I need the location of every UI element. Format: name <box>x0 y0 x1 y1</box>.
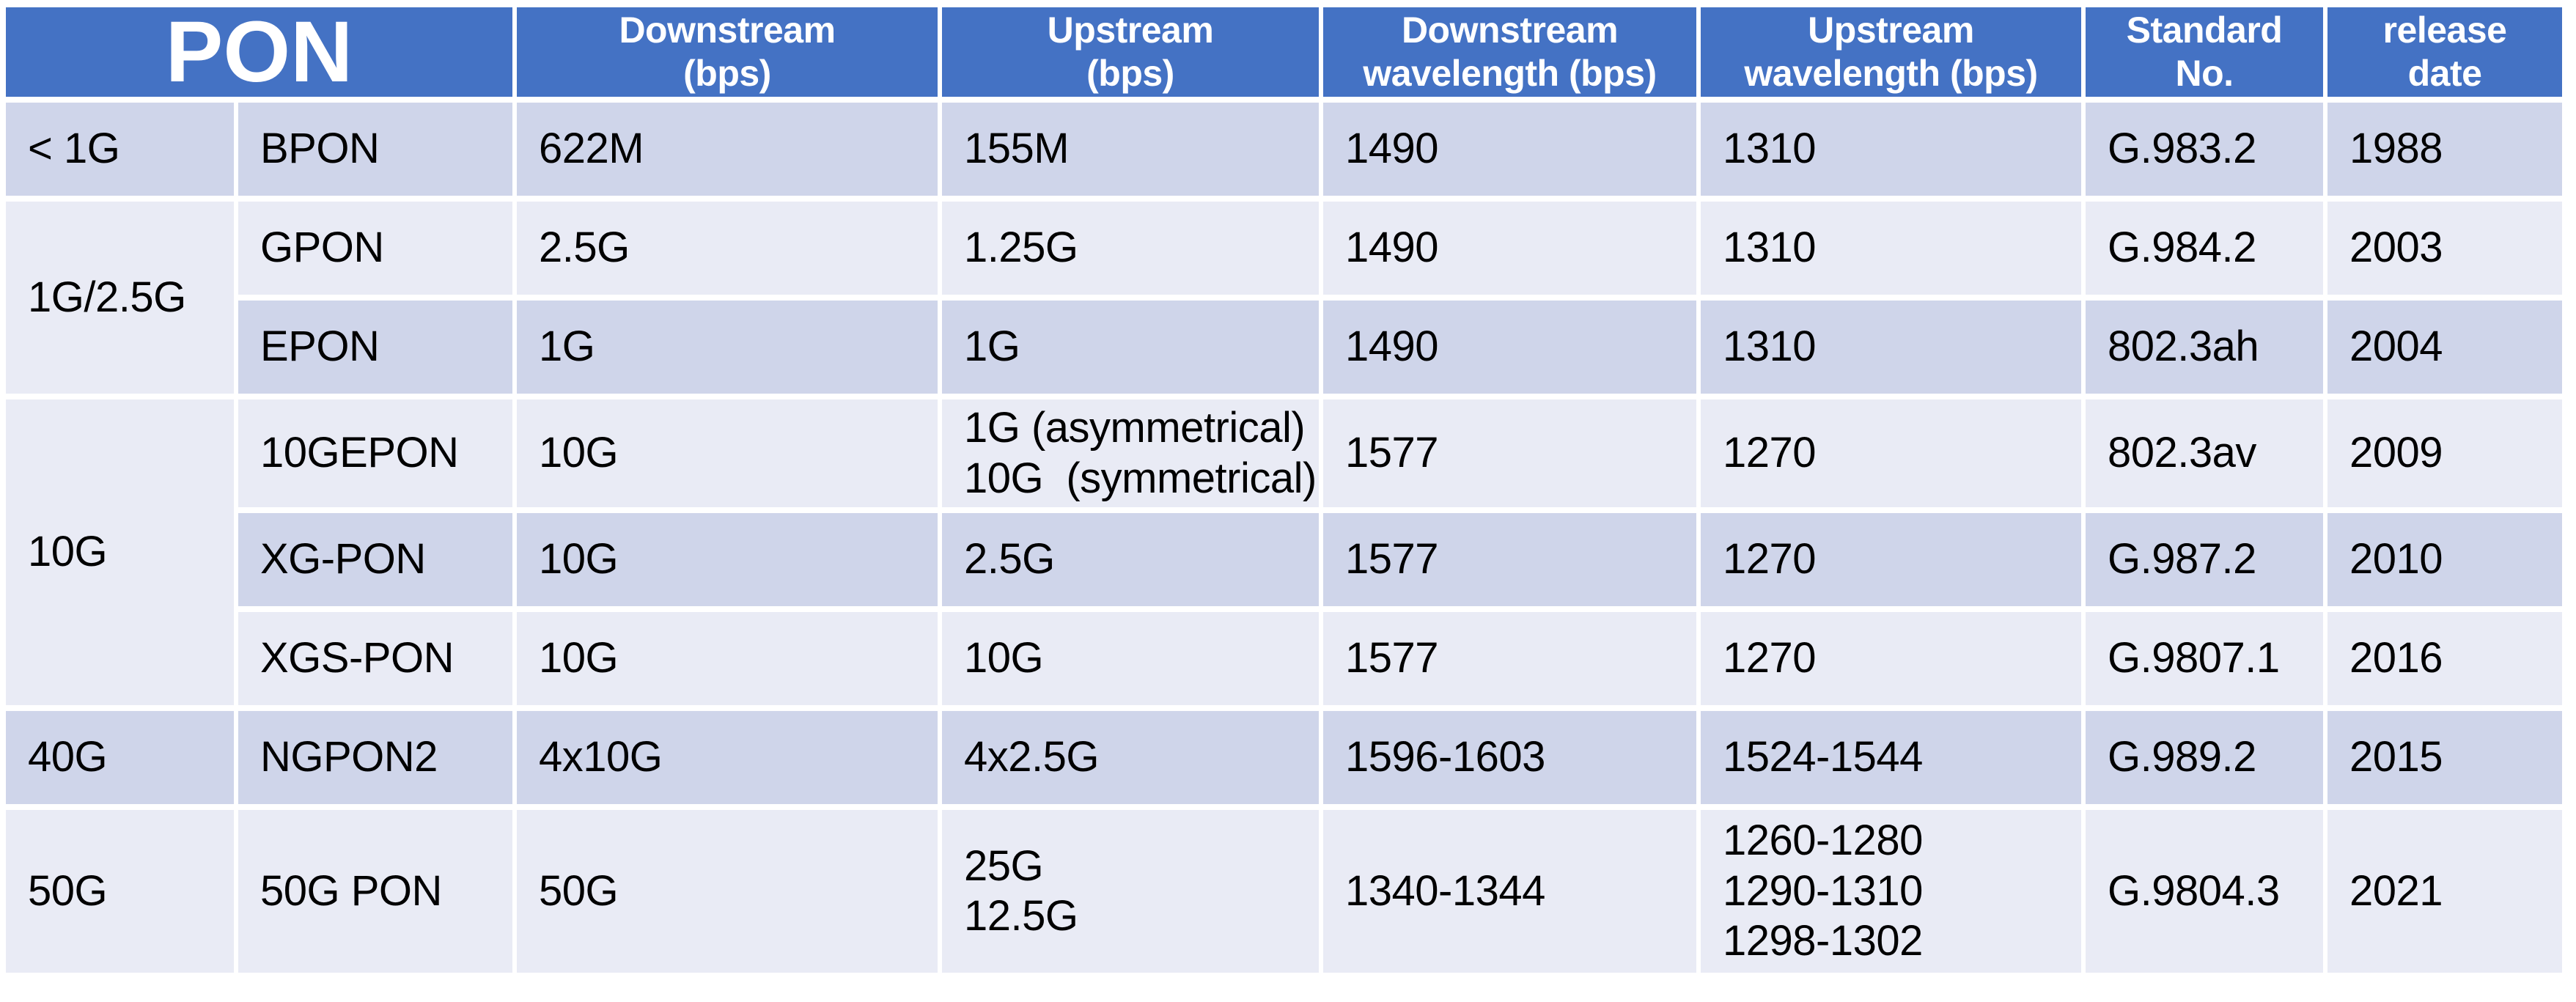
cell-ngpon2-upstream-wavelength: 1524-1544 <box>1701 711 2081 804</box>
cell-xgpon-standard: G.987.2 <box>2086 513 2323 606</box>
cell-bpon-release-date: 1988 <box>2327 103 2562 196</box>
cell-10gepon-name: 10GEPON <box>238 399 512 507</box>
cell-xgpon-name: XG-PON <box>238 513 512 606</box>
header-cell-downstream-wavelength: Downstream wavelength (bps) <box>1323 7 1696 97</box>
header-cell-pon: PON <box>6 7 512 97</box>
pon-standards-table: PON Downstream (bps) Upstream (bps) Down… <box>1 1 2566 979</box>
cell-gpon-upstream: 1.25G <box>942 202 1319 295</box>
cell-epon-downstream-wavelength: 1490 <box>1323 301 1696 394</box>
cell-bpon-upstream: 155M <box>942 103 1319 196</box>
cell-50gpon-name: 50G PON <box>238 810 512 973</box>
cell-gpon-name: GPON <box>238 202 512 295</box>
cell-category-1g-2p5g: 1G/2.5G <box>6 202 234 394</box>
cell-50gpon-release-date: 2021 <box>2327 810 2562 973</box>
cell-xgpon-downstream-wavelength: 1577 <box>1323 513 1696 606</box>
cell-gpon-standard: G.984.2 <box>2086 202 2323 295</box>
cell-gpon-downstream-wavelength: 1490 <box>1323 202 1696 295</box>
cell-bpon-downstream: 622M <box>517 103 938 196</box>
cell-epon-upstream: 1G <box>942 301 1319 394</box>
header-cell-standard-no: Standard No. <box>2086 7 2323 97</box>
cell-xgspon-downstream-wavelength: 1577 <box>1323 612 1696 705</box>
cell-10gepon-release-date: 2009 <box>2327 399 2562 507</box>
cell-ngpon2-release-date: 2015 <box>2327 711 2562 804</box>
cell-10gepon-upstream: 1G (asymmetrical) 10G (symmetrical) <box>942 399 1319 507</box>
cell-ngpon2-name: NGPON2 <box>238 711 512 804</box>
cell-ngpon2-upstream: 4x2.5G <box>942 711 1319 804</box>
row-50g-pon: 50G 50G PON 50G 25G 12.5G 1340-1344 1260… <box>6 810 2562 973</box>
row-xg-pon: XG-PON 10G 2.5G 1577 1270 G.987.2 2010 <box>6 513 2562 606</box>
cell-xgspon-standard: G.9807.1 <box>2086 612 2323 705</box>
header-row: PON Downstream (bps) Upstream (bps) Down… <box>6 7 2562 97</box>
cell-10gepon-downstream-wavelength: 1577 <box>1323 399 1696 507</box>
row-epon: EPON 1G 1G 1490 1310 802.3ah 2004 <box>6 301 2562 394</box>
cell-gpon-upstream-wavelength: 1310 <box>1701 202 2081 295</box>
cell-10gepon-standard: 802.3av <box>2086 399 2323 507</box>
cell-ngpon2-downstream-wavelength: 1596-1603 <box>1323 711 1696 804</box>
cell-50gpon-upstream-wavelength: 1260-1280 1290-1310 1298-1302 <box>1701 810 2081 973</box>
header-cell-upstream-bps: Upstream (bps) <box>942 7 1319 97</box>
cell-50gpon-upstream: 25G 12.5G <box>942 810 1319 973</box>
cell-xgpon-downstream: 10G <box>517 513 938 606</box>
cell-epon-upstream-wavelength: 1310 <box>1701 301 2081 394</box>
cell-bpon-upstream-wavelength: 1310 <box>1701 103 2081 196</box>
cell-ngpon2-standard: G.989.2 <box>2086 711 2323 804</box>
cell-category-10g: 10G <box>6 399 234 705</box>
header-cell-upstream-wavelength: Upstream wavelength (bps) <box>1701 7 2081 97</box>
header-cell-release-date: release date <box>2327 7 2562 97</box>
row-10gepon: 10G 10GEPON 10G 1G (asymmetrical) 10G (s… <box>6 399 2562 705</box>
cell-ngpon2-downstream: 4x10G <box>517 711 938 804</box>
cell-xgspon-downstream: 10G <box>517 612 938 705</box>
cell-category-40g: 40G <box>6 711 234 804</box>
cell-epon-downstream: 1G <box>517 301 938 394</box>
cell-50gpon-standard: G.9804.3 <box>2086 810 2323 973</box>
row-gpon: 1G/2.5G GPON 2.5G 1.25G 1490 1310 G.984.… <box>6 202 2562 394</box>
cell-epon-standard: 802.3ah <box>2086 301 2323 394</box>
cell-10gepon-upstream-wavelength: 1270 <box>1701 399 2081 507</box>
cell-category-50g: 50G <box>6 810 234 973</box>
row-ngpon2: 40G NGPON2 4x10G 4x2.5G 1596-1603 1524-1… <box>6 711 2562 804</box>
cell-50gpon-downstream-wavelength: 1340-1344 <box>1323 810 1696 973</box>
cell-epon-name: EPON <box>238 301 512 394</box>
cell-category-lt1g: < 1G <box>6 103 234 196</box>
header-cell-downstream-bps: Downstream (bps) <box>517 7 938 97</box>
row-xgs-pon: XGS-PON 10G 10G 1577 1270 G.9807.1 2016 <box>6 612 2562 705</box>
cell-xgspon-upstream: 10G <box>942 612 1319 705</box>
cell-xgspon-upstream-wavelength: 1270 <box>1701 612 2081 705</box>
cell-xgspon-name: XGS-PON <box>238 612 512 705</box>
row-bpon: < 1G BPON 622M 155M 1490 1310 G.983.2 19… <box>6 103 2562 196</box>
cell-bpon-standard: G.983.2 <box>2086 103 2323 196</box>
cell-50gpon-downstream: 50G <box>517 810 938 973</box>
cell-xgpon-upstream: 2.5G <box>942 513 1319 606</box>
cell-xgspon-release-date: 2016 <box>2327 612 2562 705</box>
cell-gpon-downstream: 2.5G <box>517 202 938 295</box>
cell-gpon-release-date: 2003 <box>2327 202 2562 295</box>
cell-bpon-downstream-wavelength: 1490 <box>1323 103 1696 196</box>
cell-xgpon-release-date: 2010 <box>2327 513 2562 606</box>
cell-bpon-name: BPON <box>238 103 512 196</box>
cell-10gepon-downstream: 10G <box>517 399 938 507</box>
cell-xgpon-upstream-wavelength: 1270 <box>1701 513 2081 606</box>
cell-epon-release-date: 2004 <box>2327 301 2562 394</box>
